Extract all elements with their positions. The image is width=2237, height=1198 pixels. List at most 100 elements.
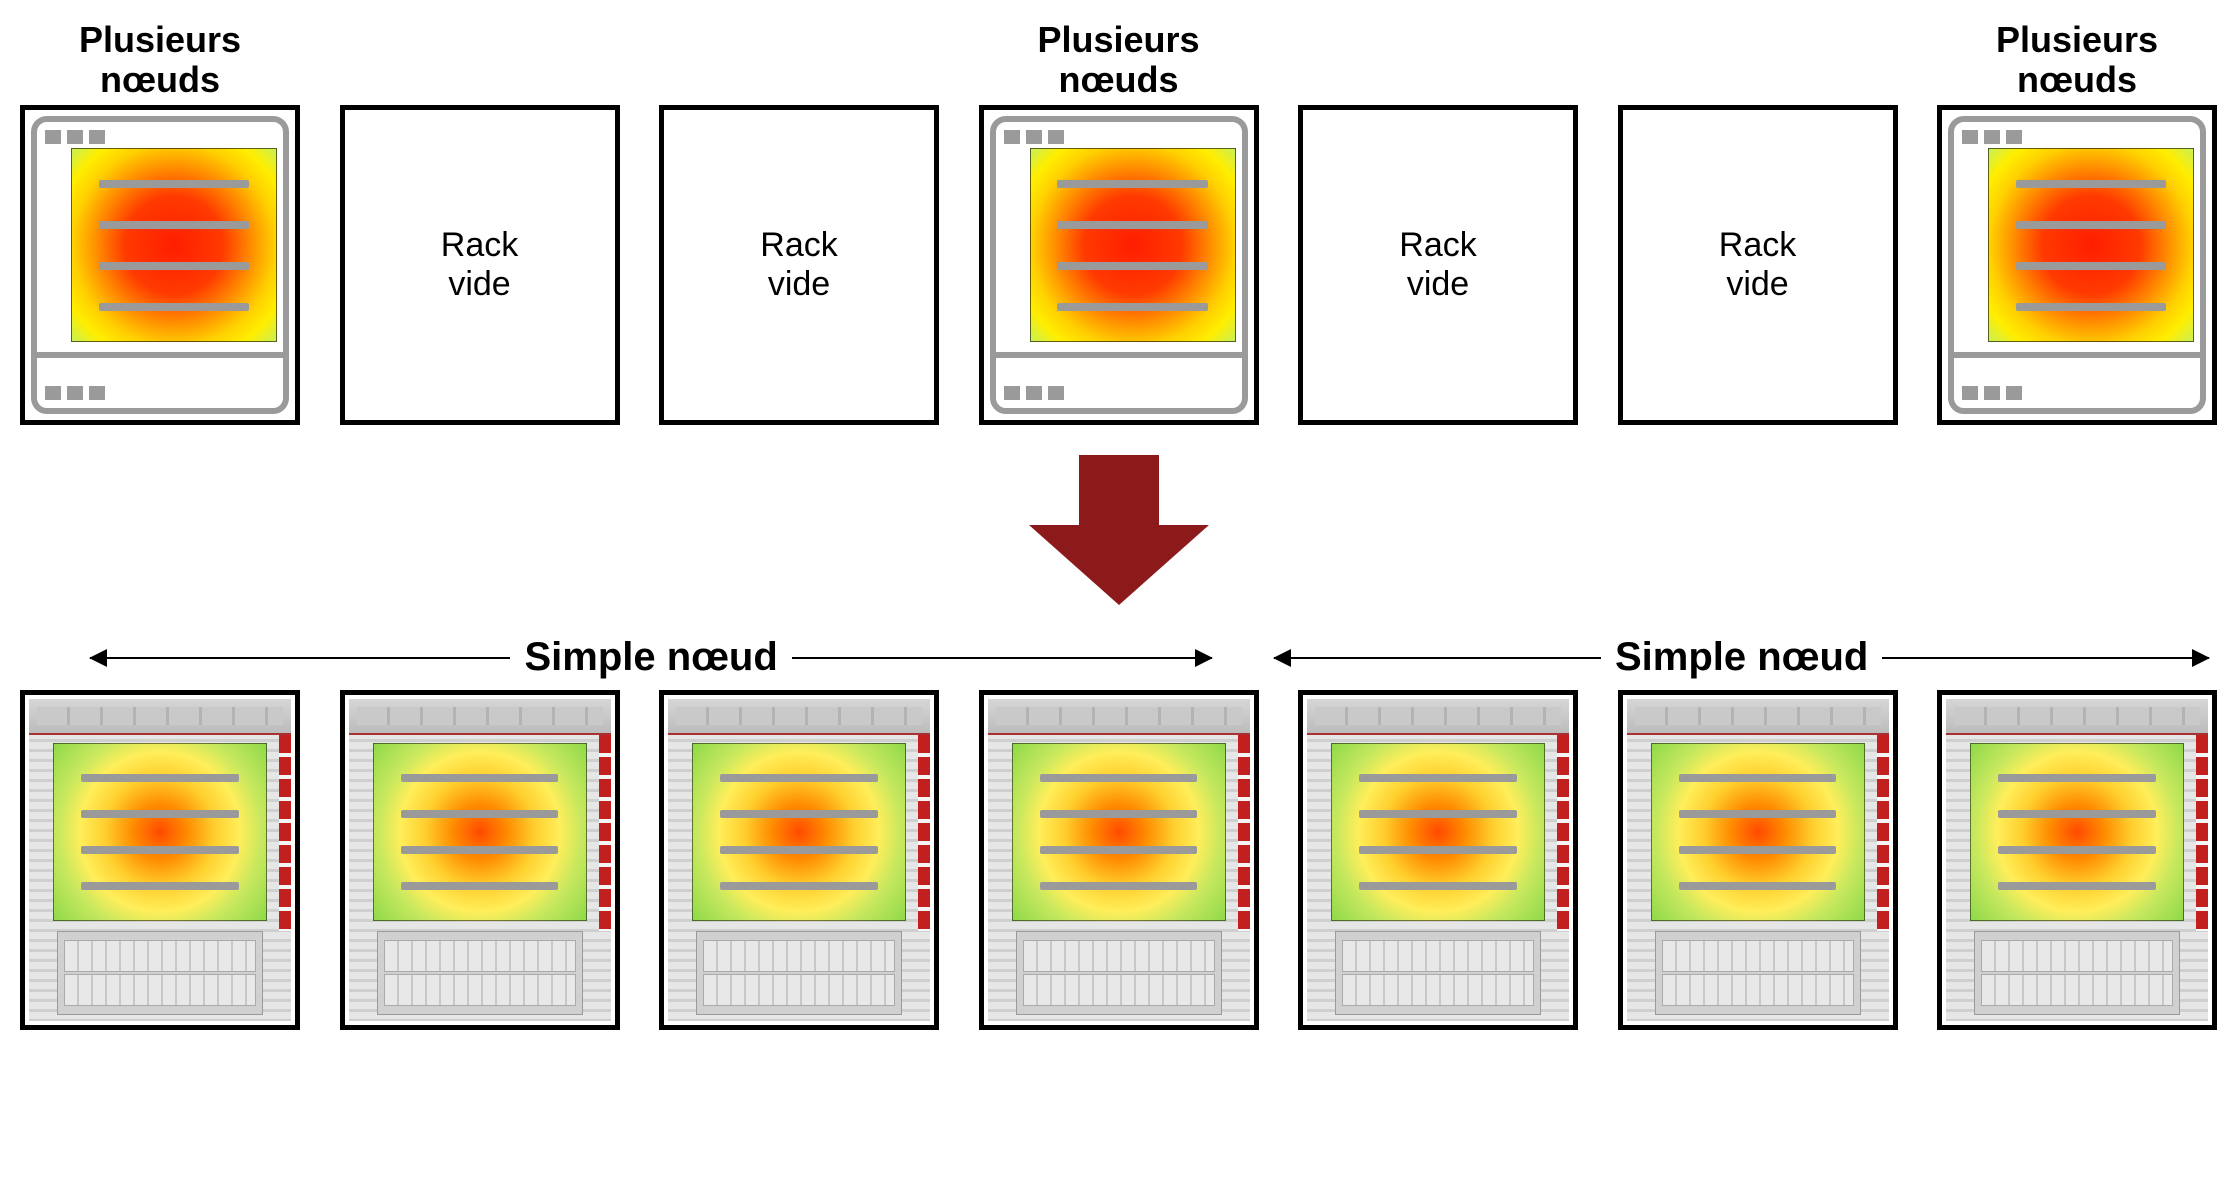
top-rack-row: Plusieurs nœuds Rack vide Rack (20, 20, 2217, 425)
heatmap-cool (692, 743, 906, 921)
server-bar (720, 882, 877, 890)
rack-col: Rack vide (340, 105, 620, 425)
rack-col: Plusieurs nœuds (1937, 20, 2217, 425)
cool-rack (20, 690, 300, 1030)
empty-rack-text2: vide (1726, 265, 1788, 304)
modern-top (988, 699, 1250, 735)
single-node-label: Simple nœud (524, 635, 777, 680)
modern-top (349, 699, 611, 735)
modern-shell (1307, 699, 1569, 1021)
modern-shell (29, 699, 291, 1021)
empty-rack-text2: vide (448, 265, 510, 304)
server-bar (1057, 303, 1208, 311)
server-bar (81, 846, 238, 854)
server-bar (1998, 846, 2155, 854)
server-bar (81, 774, 238, 782)
empty-rack-text1: Rack (760, 226, 837, 265)
cool-rack (979, 690, 1259, 1030)
server-bar (1998, 810, 2155, 818)
rack-col (979, 690, 1259, 1030)
heatmap-cool (1331, 743, 1545, 921)
empty-rack: Rack vide (340, 105, 620, 425)
server-bar (720, 810, 877, 818)
heatmap-hot (71, 148, 277, 342)
empty-rack: Rack vide (1298, 105, 1578, 425)
modern-bottom (1335, 931, 1541, 1015)
heatmap-cool (373, 743, 587, 921)
empty-rack-text1: Rack (441, 226, 518, 265)
server-bar (1057, 221, 1208, 229)
server-bar (99, 180, 250, 188)
shell-lower (31, 352, 289, 414)
heatmap-hot (1988, 148, 2194, 342)
modern-shell (1627, 699, 1889, 1021)
shell-lower (990, 352, 1248, 414)
modern-bottom (57, 931, 263, 1015)
rack-col (1937, 690, 2217, 1030)
server-bar (401, 882, 558, 890)
server-bar (1040, 882, 1197, 890)
server-bar (1040, 846, 1197, 854)
server-bar (1359, 810, 1516, 818)
modern-bottom (1655, 931, 1861, 1015)
modern-top (1946, 699, 2208, 735)
server-shell (990, 116, 1248, 414)
empty-rack: Rack vide (1618, 105, 1898, 425)
red-accent (1877, 735, 1889, 931)
indicator-dots (1962, 130, 2022, 144)
server-bar (1359, 774, 1516, 782)
rack-col (20, 690, 300, 1030)
modern-shell (1946, 699, 2208, 1021)
heatmap-hot (1030, 148, 1236, 342)
server-bar (99, 262, 250, 270)
server-bar (99, 303, 250, 311)
empty-rack-text1: Rack (1719, 226, 1796, 265)
server-bar (1359, 846, 1516, 854)
cool-rack (1618, 690, 1898, 1030)
server-bar (1679, 882, 1836, 890)
server-bar (99, 221, 250, 229)
arrow-left-icon (1274, 657, 1601, 659)
indicator-dots (1004, 386, 1064, 400)
indicator-dots (45, 386, 105, 400)
arrow-right-icon (792, 657, 1212, 659)
hot-rack (20, 105, 300, 425)
server-shell (31, 116, 289, 414)
bottom-header-row: Simple nœud Simple nœud (20, 635, 2217, 680)
rack-col: Plusieurs nœuds (979, 20, 1259, 425)
cool-rack (1937, 690, 2217, 1030)
modern-bottom (1016, 931, 1222, 1015)
rack-col: Rack vide (1298, 105, 1578, 425)
single-node-label: Simple nœud (1615, 635, 1868, 680)
modern-top (1307, 699, 1569, 735)
cool-rack (340, 690, 620, 1030)
rack-col: Rack vide (1618, 105, 1898, 425)
heatmap-cool (1012, 743, 1226, 921)
indicator-dots (1004, 130, 1064, 144)
server-bar (1679, 846, 1836, 854)
server-bar (1998, 774, 2155, 782)
modern-shell (988, 699, 1250, 1021)
server-bar (1998, 882, 2155, 890)
server-bar (401, 774, 558, 782)
server-bar (2016, 303, 2167, 311)
empty-rack-text2: vide (1407, 265, 1469, 304)
rack-col (1298, 690, 1578, 1030)
indicator-dots (1962, 386, 2022, 400)
hot-rack (1937, 105, 2217, 425)
server-bar (81, 882, 238, 890)
multi-node-label: Plusieurs nœuds (979, 20, 1259, 99)
down-arrow (20, 455, 2217, 605)
red-accent (599, 735, 611, 931)
down-arrow-icon (1019, 455, 1219, 605)
modern-bottom (1974, 931, 2180, 1015)
server-bar (81, 810, 238, 818)
modern-top (29, 699, 291, 735)
rack-col (659, 690, 939, 1030)
server-bar (401, 846, 558, 854)
heatmap-cool (1970, 743, 2184, 921)
multi-node-label: Plusieurs nœuds (1937, 20, 2217, 99)
server-shell (1948, 116, 2206, 414)
server-bar (1679, 810, 1836, 818)
single-node-group-header: Simple nœud (28, 635, 1274, 680)
